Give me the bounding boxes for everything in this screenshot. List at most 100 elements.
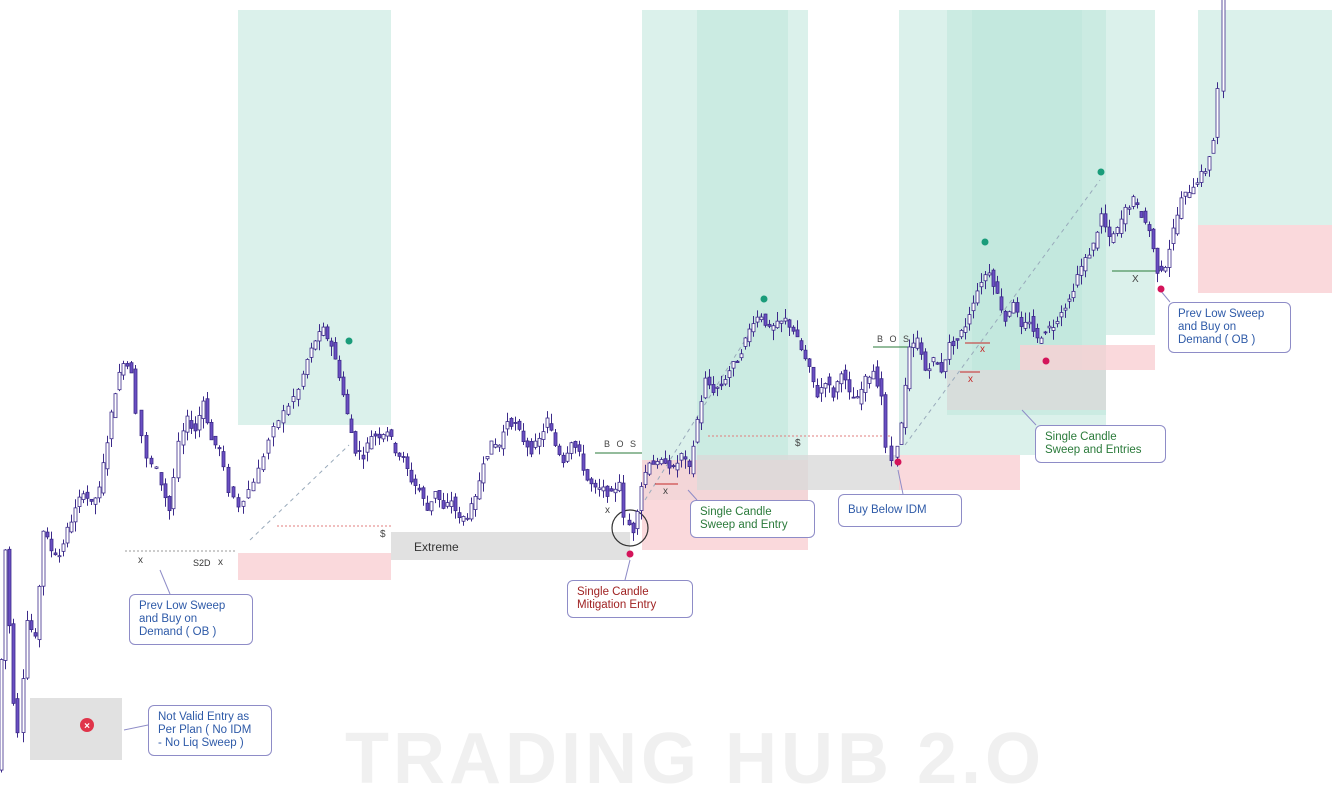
candle (453, 493, 458, 519)
candle (149, 455, 154, 468)
candle (987, 263, 992, 278)
candle (903, 377, 908, 435)
candle (883, 392, 888, 454)
candle (635, 509, 640, 535)
candle (735, 359, 740, 363)
candle (353, 430, 358, 457)
candle (139, 409, 144, 444)
candle (193, 416, 198, 439)
candle (337, 355, 342, 381)
candle (767, 319, 772, 329)
candle (991, 268, 996, 295)
candle (93, 497, 98, 515)
candle (1075, 265, 1080, 288)
candle (843, 364, 848, 390)
candle (643, 464, 648, 489)
candle (979, 273, 984, 295)
candle (1107, 219, 1112, 247)
candle (703, 371, 708, 400)
candle (1211, 137, 1216, 154)
candle (545, 411, 550, 434)
candle (1131, 194, 1136, 210)
candle (827, 373, 832, 393)
swing-high-dot-2 (981, 238, 989, 246)
candle (723, 375, 728, 386)
candle (719, 375, 724, 390)
candle (763, 313, 768, 328)
candle (37, 584, 42, 648)
candle (125, 361, 130, 370)
candle (1047, 321, 1052, 334)
x-mark-1: x (138, 555, 143, 566)
zone-target-4 (697, 10, 788, 460)
candle (1191, 178, 1196, 195)
callout-buy-below-idm: Buy Below IDM (838, 494, 962, 527)
candle (286, 402, 291, 416)
candle (1063, 303, 1068, 318)
candle (473, 494, 478, 517)
invalid-entry-icon: × (80, 718, 94, 732)
candle (779, 320, 784, 333)
candle (819, 378, 824, 402)
zone-stop-10 (899, 455, 1020, 490)
candle (1135, 198, 1140, 209)
candle (429, 501, 434, 516)
candle (276, 419, 281, 430)
candle (1143, 207, 1148, 225)
candle (1199, 164, 1204, 187)
candle (675, 455, 680, 478)
candle (831, 385, 836, 402)
candle (1095, 231, 1100, 251)
mitigation-circle (611, 509, 649, 547)
candle (627, 513, 632, 526)
candle (271, 422, 276, 447)
candle (25, 610, 30, 680)
candle (61, 539, 66, 557)
candle (1147, 221, 1152, 238)
candle (33, 628, 38, 639)
candle (1007, 310, 1012, 318)
candle (695, 416, 700, 444)
candle (11, 618, 16, 706)
candle (421, 485, 426, 506)
zone-gray-2 (391, 532, 630, 560)
candle (296, 387, 301, 407)
candle (281, 404, 286, 433)
candle (1139, 211, 1144, 218)
candle (377, 427, 382, 445)
candle (791, 325, 796, 335)
candle (879, 371, 884, 406)
candle (41, 530, 46, 596)
candle (855, 389, 860, 399)
candle (999, 288, 1004, 313)
callout-sweep-and-entries: Single Candle Sweep and Entries (1035, 425, 1166, 463)
candle (923, 348, 928, 372)
candle (1059, 305, 1064, 327)
candle (663, 450, 668, 465)
candle (529, 438, 534, 458)
candle (617, 474, 622, 493)
candle (815, 378, 820, 399)
candle (1207, 156, 1212, 177)
candle (1091, 242, 1096, 257)
candle (577, 440, 582, 457)
candle (743, 336, 748, 350)
candle (667, 454, 672, 475)
swing-low-dot-2 (1042, 357, 1050, 365)
zones-layer (30, 10, 1332, 760)
candle (189, 410, 194, 434)
candle (333, 337, 338, 360)
candle (361, 446, 366, 469)
candle (1195, 177, 1200, 188)
candle (919, 337, 924, 360)
candle (117, 363, 122, 392)
candle (1015, 297, 1020, 318)
candle (1079, 258, 1084, 285)
candle (3, 549, 8, 670)
candle (589, 476, 594, 492)
candle (613, 482, 618, 502)
candle (1039, 336, 1044, 344)
s2d-label: S2D (193, 558, 211, 568)
candle (807, 357, 812, 373)
candle (159, 472, 164, 491)
